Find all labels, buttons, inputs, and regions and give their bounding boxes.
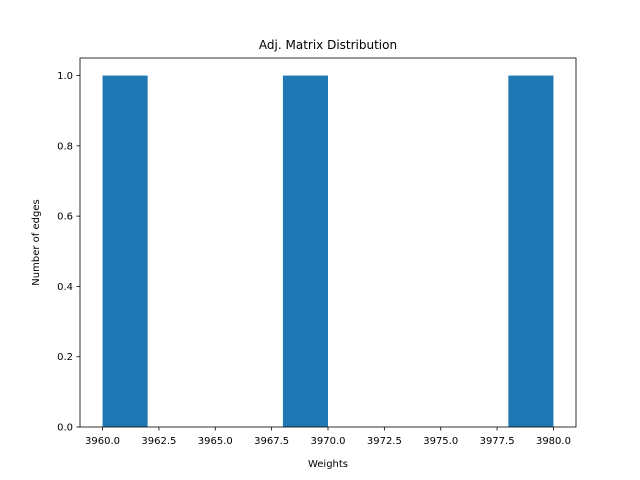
x-ticks-group: 3960.0 3962.5 3965.0 3967.5 3970.0 3972.5 3975… — [85, 427, 571, 447]
x-tick-label: 3960.0 — [85, 436, 120, 447]
x-tick-label: 3975.0 — [423, 436, 458, 447]
y-tick-label: 0.4 — [57, 282, 73, 293]
x-tick-label: 3977.5 — [480, 436, 515, 447]
plot-frame — [79, 57, 577, 428]
y-tick-label: 0.2 — [57, 352, 73, 363]
y-tick-label: 0.0 — [57, 423, 73, 434]
histogram-bar-1 — [102, 75, 148, 428]
bars-group — [102, 75, 554, 428]
histogram-bar-2 — [282, 75, 328, 428]
x-tick-label: 3970.0 — [311, 436, 346, 447]
x-tick-label: 3967.5 — [254, 436, 289, 447]
x-tick-label: 3972.5 — [367, 436, 402, 447]
y-ticks-group: 0.0 0.2 0.4 0.6 0.8 1.0 — [57, 71, 80, 434]
x-tick-label: 3962.5 — [141, 436, 176, 447]
x-axis-label: Weights — [308, 459, 348, 470]
chart-title: Adj. Matrix Distribution — [259, 38, 397, 52]
y-tick-label: 1.0 — [57, 71, 73, 82]
y-tick-label: 0.6 — [57, 212, 73, 223]
y-tick-label: 0.8 — [57, 141, 73, 152]
x-tick-label: 3965.0 — [198, 436, 233, 447]
x-tick-label: 3980.0 — [536, 436, 571, 447]
histogram-bar-3 — [508, 75, 554, 428]
y-axis-label: Number of edges — [31, 199, 42, 285]
